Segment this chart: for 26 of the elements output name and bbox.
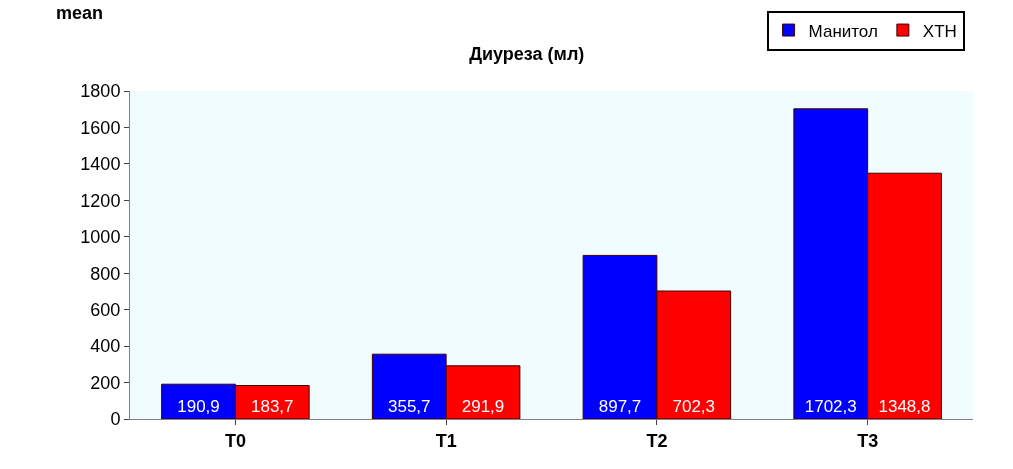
y-tick-label: 0 — [110, 409, 121, 430]
x-tick-label: T0 — [224, 430, 246, 451]
data-label: 291,9 — [461, 397, 505, 416]
y-axis-title: mean — [56, 3, 104, 23]
data-label: 1702,3 — [804, 397, 857, 416]
y-tick-label: 1200 — [80, 190, 121, 211]
chart-title: Диуреза (мл) — [469, 43, 585, 64]
y-tick-label: 1800 — [80, 81, 121, 102]
y-tick-label: 400 — [90, 336, 121, 357]
data-label: 897,7 — [598, 397, 642, 416]
y-tick-label: 200 — [90, 372, 121, 393]
y-tick-label: 600 — [90, 299, 121, 320]
x-tick-label: T2 — [646, 430, 668, 451]
data-label: 1348,8 — [878, 397, 931, 416]
y-tick-label: 800 — [90, 263, 121, 284]
x-tick-label: T1 — [435, 430, 457, 451]
data-label: 190,9 — [177, 397, 220, 416]
y-tick-label: 1400 — [80, 154, 121, 175]
data-label: 355,7 — [387, 397, 431, 416]
x-tick-label: T3 — [857, 430, 879, 451]
y-tick-label: 1000 — [80, 227, 121, 248]
legend-label: XTH — [922, 21, 957, 41]
data-label: 183,7 — [250, 397, 294, 416]
legend-label: Манитол — [808, 21, 878, 41]
y-tick-label: 1600 — [80, 117, 121, 138]
data-label: 702,3 — [672, 397, 716, 416]
